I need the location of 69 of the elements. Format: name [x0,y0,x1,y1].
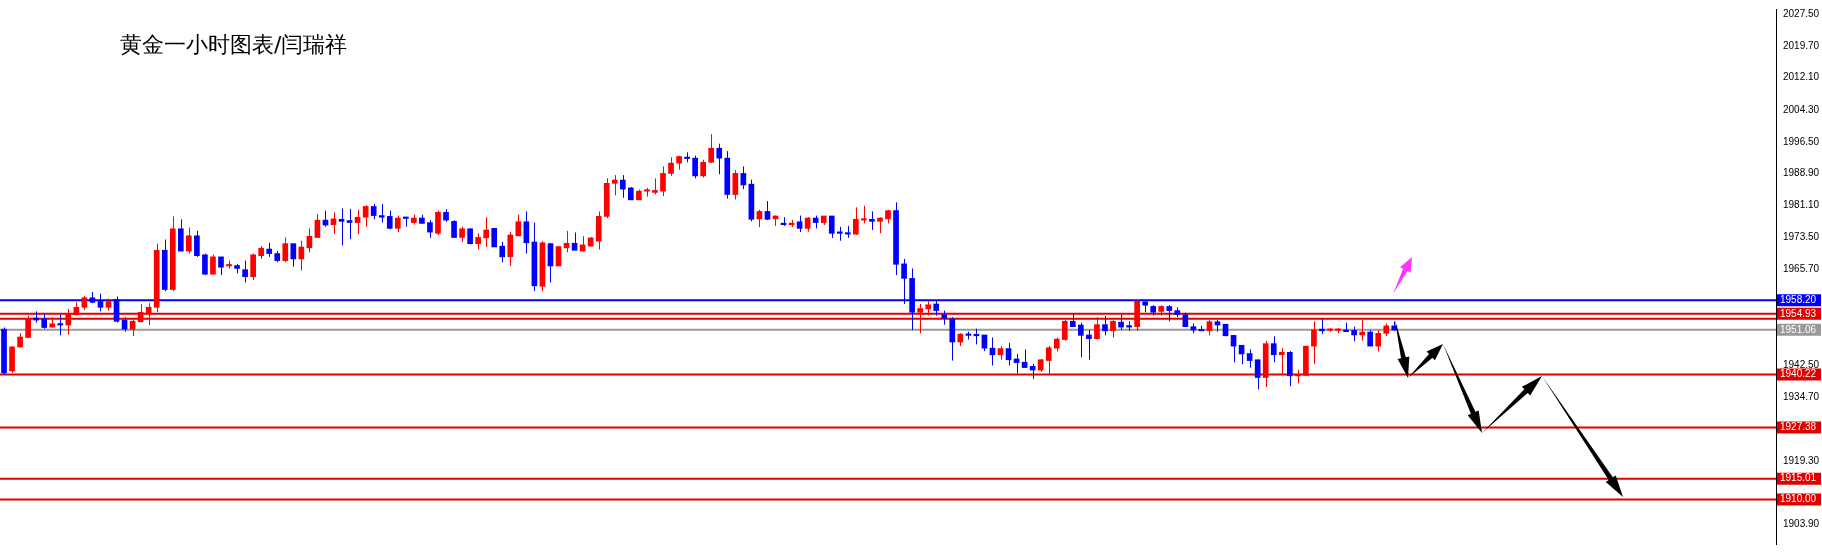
ref-line-label: 1910.00 [1780,493,1817,505]
candlestick [499,241,506,263]
candlestick [949,316,956,362]
y-tick-label: 1965.70 [1783,263,1820,275]
candlestick [145,302,152,326]
y-tick-label: 1903.90 [1783,518,1820,530]
ref-line-label: 1940.22 [1780,368,1817,380]
candlestick [692,155,698,179]
candlestick [177,218,184,253]
candlestick [708,133,715,164]
candlestick [346,208,353,240]
ref-line-label: 1958.20 [1780,294,1817,305]
candlestick [619,174,626,199]
candlestick [435,210,441,236]
y-tick-label: 1988.90 [1783,167,1820,179]
candlestick [668,156,674,177]
candlestick [25,315,31,339]
candlestick [869,210,875,231]
candlestick [1278,347,1285,376]
ref-line-label: 1915.01 [1780,472,1817,484]
candlestick [1102,315,1108,336]
y-tick-label: 2012.10 [1783,71,1820,83]
candlestick [611,174,618,196]
ref-line-label: 1951.06 [1780,323,1817,335]
candlestick [732,169,739,200]
candlestick [1270,335,1277,363]
candlestick [242,260,248,283]
candlestick [1375,329,1382,352]
candlestick [1254,359,1261,390]
ref-line-label: 1954.93 [1780,307,1817,319]
candlestick [1359,319,1365,342]
candlestick [853,206,859,236]
candlestick [491,227,498,248]
y-tick-label: 2027.50 [1783,7,1820,19]
y-tick-label: 1942.50 [1783,358,1820,370]
candlestick [338,208,345,246]
candlestick [1311,320,1317,365]
ref-line-label: 1927.38 [1780,421,1817,433]
candlestick [282,236,289,263]
candlestick [57,314,64,336]
candlestick [290,243,297,268]
candlestick [250,253,256,281]
text: 黄金一小时图表/闫瑞祥 [120,31,348,57]
y-tick-label: 1996.50 [1783,135,1820,147]
candlestick [210,254,216,275]
candlestick [1246,348,1253,369]
y-tick-label: 1934.70 [1783,391,1820,403]
candlestick [65,308,72,336]
candlestick [186,227,192,255]
candlestick [1045,345,1052,376]
candlestick [1061,319,1068,342]
candlestick [483,216,490,248]
y-tick-label: 2019.70 [1783,39,1820,51]
candlestick [1094,316,1100,340]
candlestick [1078,322,1084,358]
candlestick [716,143,723,175]
candlestick [507,231,514,267]
candlestick [378,203,385,224]
y-tick-label: 2004.30 [1783,103,1820,115]
candlestick [660,165,666,197]
candlestick [362,204,369,228]
candlestick [194,230,200,258]
candlestick [1086,329,1092,361]
y-tick-label: 1919.30 [1783,454,1820,466]
y-tick-label: 1973.50 [1783,230,1820,242]
candlestick [555,246,562,267]
y-tick-label: 1981.10 [1783,199,1820,211]
candlestick [917,303,923,334]
candlestick [1005,342,1012,367]
